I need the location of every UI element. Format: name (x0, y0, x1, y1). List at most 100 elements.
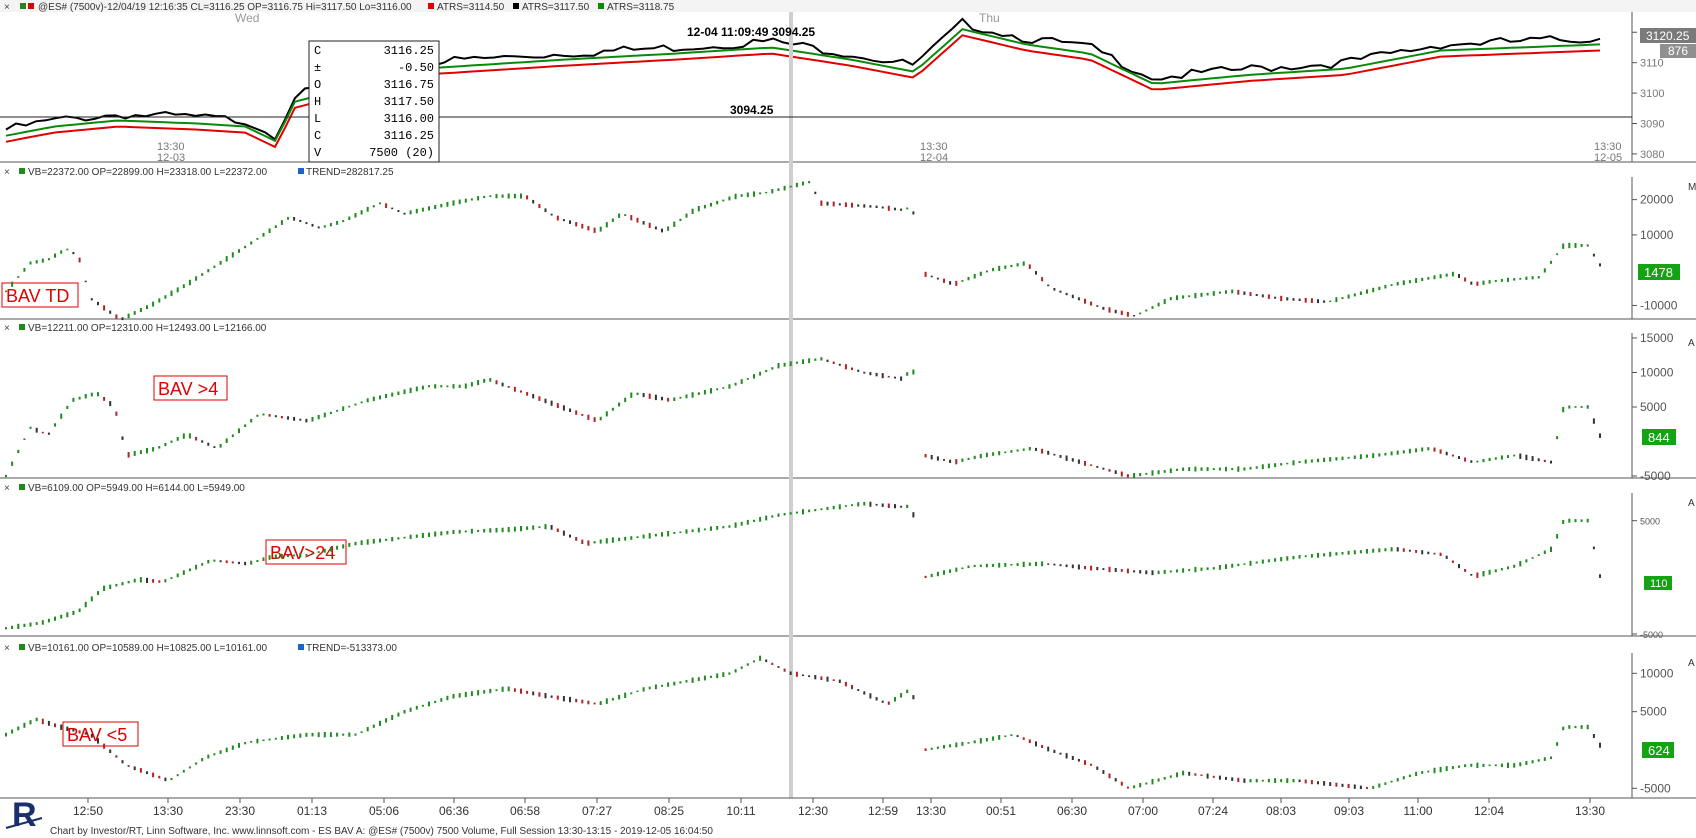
candle-mark (1580, 406, 1583, 408)
candle-mark (299, 552, 302, 558)
candle-mark (943, 570, 945, 575)
candle-mark (477, 196, 480, 201)
candle-mark (771, 189, 774, 194)
candle-mark (354, 213, 357, 218)
candle-mark (661, 684, 663, 687)
candle-mark (329, 547, 332, 552)
candle-mark (894, 504, 896, 509)
candle-mark (1200, 292, 1203, 297)
candle-mark (97, 738, 99, 744)
candle-mark (501, 686, 504, 692)
candle-mark (1237, 777, 1240, 783)
candle-mark (1451, 560, 1454, 563)
close-panel-icon[interactable]: × (4, 167, 10, 178)
candle-mark (231, 745, 234, 750)
candle-mark (458, 529, 461, 534)
candle-mark (1574, 725, 1577, 729)
candle-mark (1421, 447, 1424, 452)
candle-mark (532, 691, 535, 696)
candle-mark (703, 528, 706, 531)
candle-mark (41, 718, 44, 725)
candle-mark (507, 527, 510, 533)
candle-mark (1065, 292, 1068, 296)
x-axis-label: 12:50 (73, 804, 103, 818)
candle-mark (238, 428, 240, 434)
candle-mark (753, 191, 755, 197)
candle-mark (1059, 752, 1062, 755)
candle-mark (1016, 449, 1019, 452)
indicator-axis-label: -10000 (1640, 298, 1678, 312)
candle-mark (54, 253, 56, 258)
candle-mark (152, 447, 155, 452)
series-color-swatch (20, 3, 26, 9)
candle-mark (293, 416, 296, 421)
candle-mark (1568, 725, 1571, 729)
candle-mark (195, 564, 198, 570)
candle-mark (146, 448, 148, 454)
candle-mark (470, 382, 473, 387)
candle-mark (379, 538, 381, 543)
data-box-key: O (314, 78, 321, 92)
candle-mark (103, 397, 106, 401)
candle-mark (1126, 474, 1129, 478)
candle-mark (90, 392, 93, 397)
candle-mark (5, 732, 7, 737)
candle-mark (569, 220, 571, 224)
data-box-key: V (314, 146, 322, 160)
candle-mark (1519, 561, 1522, 567)
candle-mark (1335, 457, 1338, 461)
candle-mark (1267, 463, 1270, 469)
candle-mark (1562, 243, 1565, 249)
candle-mark (1004, 265, 1007, 269)
candle-mark (924, 575, 927, 578)
candle-mark (912, 369, 915, 375)
candle-mark (133, 766, 136, 771)
panel-value-badge (1638, 264, 1680, 280)
candle-mark (1188, 467, 1191, 471)
candle-mark (195, 436, 198, 441)
candle-mark (1218, 775, 1221, 780)
candle-mark (1163, 777, 1166, 780)
candle-mark (1323, 457, 1326, 462)
candle-mark (47, 720, 50, 726)
candle-mark (636, 690, 639, 693)
price-series-line (5, 34, 1601, 149)
candle-mark (685, 213, 688, 218)
panel-value-badge (1642, 429, 1676, 445)
close-panel-icon[interactable]: × (4, 483, 10, 494)
close-panel-icon[interactable]: × (4, 643, 10, 654)
candle-mark (1206, 292, 1209, 296)
close-panel-icon[interactable]: × (4, 2, 10, 13)
candle-mark (906, 689, 909, 694)
candle-mark (1120, 471, 1123, 477)
candle-mark (1028, 264, 1031, 269)
series-color-swatch (28, 3, 34, 9)
candle-mark (1182, 770, 1185, 776)
candle-mark (1176, 569, 1178, 573)
candle-mark (1556, 253, 1559, 256)
candle-mark (1427, 447, 1430, 451)
close-panel-icon[interactable]: × (4, 323, 10, 334)
candle-mark (231, 434, 234, 438)
candle-mark (1298, 555, 1301, 559)
candle-mark (992, 452, 995, 456)
candle-mark (832, 679, 835, 681)
indicator-panel-header-1: × VB=12211.00 OP=12310.00 H=12493.00 L=1… (4, 323, 1695, 349)
candle-mark (1500, 568, 1503, 571)
candle-mark (470, 198, 473, 201)
candle-mark (1084, 566, 1086, 570)
candle-mark (78, 608, 81, 612)
panel-label: BAV <5 (67, 725, 127, 745)
candle-mark (1053, 563, 1056, 566)
candle-mark (826, 201, 829, 206)
candle-mark (765, 659, 768, 663)
candle-mark (213, 753, 216, 756)
candle-mark (1035, 561, 1037, 567)
candle-mark (1071, 294, 1074, 299)
series-color-swatch (19, 168, 25, 174)
candle-mark (1372, 287, 1375, 293)
candle-mark (1286, 297, 1289, 301)
panel-values: VB=22372.00 OP=22899.00 H=23318.00 L=223… (28, 167, 268, 178)
candle-mark (201, 563, 204, 566)
candle-mark (1065, 564, 1068, 568)
